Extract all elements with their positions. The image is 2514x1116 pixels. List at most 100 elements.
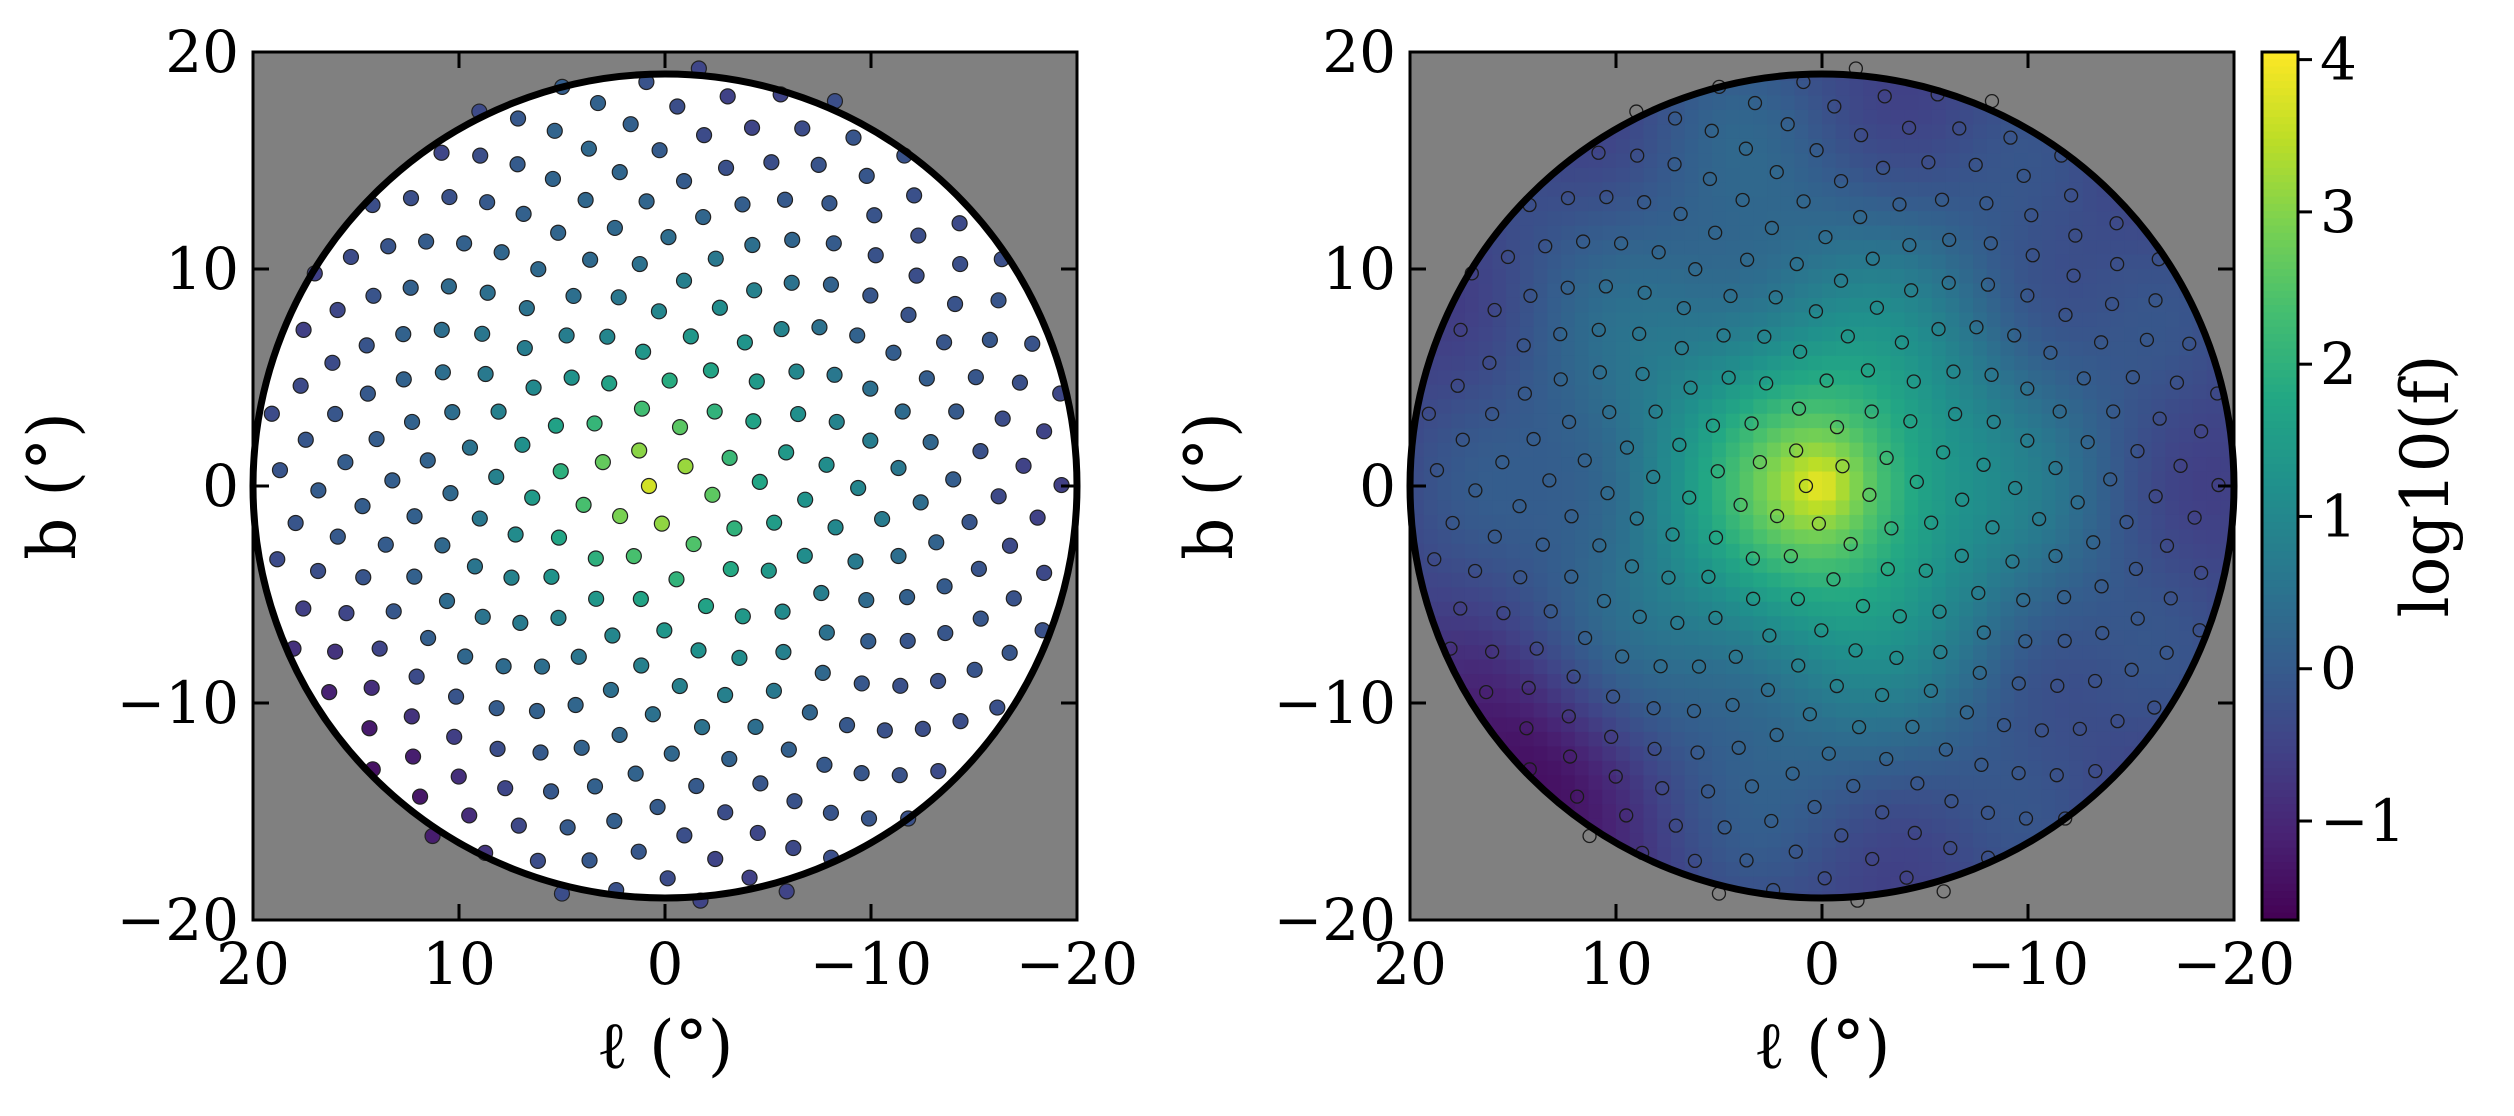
- heatmap-cell: [1780, 138, 1796, 155]
- heatmap-cell: [1574, 746, 1590, 762]
- overlay-point: [1744, 779, 1760, 794]
- heatmap-cell: [1629, 442, 1645, 458]
- y-tick-label: 10: [165, 235, 239, 303]
- data-point: [442, 485, 459, 502]
- data-point: [604, 627, 621, 644]
- heatmap-cell: [1602, 703, 1617, 719]
- heatmap-cell: [1835, 789, 1851, 806]
- heatmap-cell: [2082, 659, 2098, 675]
- heatmap-cell: [1451, 341, 1466, 357]
- heatmap-cell: [1629, 153, 1645, 169]
- heatmap-cell: [2096, 529, 2112, 545]
- heatmap-cell: [2096, 746, 2112, 762]
- data-point: [752, 775, 769, 792]
- heatmap-cell: [1808, 399, 1823, 415]
- heatmap-cell: [2206, 543, 2222, 560]
- data-point: [434, 537, 451, 554]
- heatmap-cell: [1945, 211, 1961, 227]
- heatmap-cell: [2206, 514, 2222, 531]
- heatmap-cell: [1904, 529, 1919, 545]
- heatmap-cell: [2192, 601, 2208, 617]
- heatmap-cell: [1437, 529, 1452, 545]
- heatmap-cell: [1794, 283, 1810, 299]
- data-point: [509, 110, 527, 127]
- heatmap-cell: [1643, 572, 1658, 589]
- heatmap-cell: [1616, 717, 1631, 733]
- data-point: [763, 154, 780, 171]
- heatmap-cell: [1602, 717, 1617, 733]
- colorbar-segment: [2262, 514, 2298, 523]
- overlay-point: [1796, 194, 1811, 209]
- heatmap-cell: [2082, 760, 2098, 777]
- overlay-point: [1959, 705, 1975, 720]
- heatmap-cell: [1863, 500, 1878, 516]
- heatmap-cell: [1629, 196, 1645, 212]
- heatmap-cell: [1794, 645, 1810, 661]
- colorbar-gradient: [2262, 52, 2298, 921]
- overlay-point: [1875, 160, 1891, 175]
- data-point: [438, 592, 456, 610]
- overlay-point: [1521, 680, 1536, 695]
- heatmap-cell: [1822, 138, 1837, 155]
- heatmap-cell: [1780, 399, 1796, 415]
- heatmap-cell: [1918, 847, 1933, 863]
- heatmap-cell: [1863, 384, 1878, 400]
- heatmap-cell: [1725, 500, 1741, 516]
- heatmap-cell: [1643, 370, 1658, 386]
- colorbar-segment: [2262, 659, 2298, 668]
- heatmap-cell: [1890, 543, 1906, 560]
- heatmap-cell: [1602, 370, 1617, 386]
- heatmap-cell: [1780, 95, 1796, 111]
- heatmap-cell: [1616, 240, 1631, 256]
- heatmap-cell: [1876, 442, 1892, 458]
- heatmap-cell: [1931, 572, 1947, 589]
- heatmap-cell: [1643, 341, 1658, 357]
- overlay-point: [1974, 757, 1989, 772]
- heatmap-cell: [1780, 124, 1796, 140]
- heatmap-cell: [1547, 399, 1562, 415]
- heatmap-cell: [1945, 428, 1961, 444]
- heatmap-cell: [1533, 731, 1549, 748]
- colorbar-segment: [2262, 196, 2298, 205]
- heatmap-cell: [1849, 428, 1864, 444]
- heatmap-cell: [1684, 674, 1700, 690]
- heatmap-cell: [1753, 196, 1768, 212]
- heatmap-cell: [2151, 283, 2167, 299]
- heatmap-cell: [1643, 500, 1658, 516]
- data-point: [928, 534, 945, 551]
- heatmap-cell: [2151, 399, 2167, 415]
- colorbar-segment: [2262, 218, 2298, 227]
- heatmap-cell: [1890, 630, 1906, 646]
- heatmap-cell: [1684, 196, 1700, 212]
- heatmap-cell: [1835, 500, 1851, 516]
- heatmap-cell: [1629, 124, 1645, 140]
- heatmap-cell: [1533, 572, 1549, 589]
- heatmap-cell: [1684, 601, 1700, 617]
- heatmap-cell: [1973, 471, 1988, 487]
- heatmap-cell: [2137, 269, 2153, 285]
- data-point: [433, 321, 450, 338]
- heatmap-cell: [1602, 760, 1617, 777]
- data-point: [532, 744, 549, 761]
- heatmap-cell: [1849, 558, 1864, 574]
- heatmap-cell: [1849, 413, 1864, 429]
- heatmap-cell: [1712, 630, 1727, 646]
- x-tick-label: −10: [810, 930, 932, 998]
- heatmap-cell: [2110, 746, 2125, 762]
- heatmap-cell: [1753, 370, 1768, 386]
- heatmap-cell: [1767, 254, 1782, 270]
- heatmap-cell: [1849, 95, 1864, 111]
- heatmap-cell: [1753, 572, 1768, 589]
- heatmap-cell: [1464, 587, 1480, 603]
- heatmap-cell: [1533, 225, 1549, 241]
- heatmap-cell: [2000, 399, 2016, 415]
- data-point: [891, 767, 908, 784]
- heatmap-cell: [1863, 182, 1878, 198]
- heatmap-cell: [1629, 211, 1645, 227]
- tick-marks: [1408, 50, 2236, 922]
- heatmap-cell: [1698, 717, 1713, 733]
- colorbar-segment: [2262, 391, 2298, 400]
- heatmap-cell: [1423, 384, 1439, 400]
- heatmap-cell: [1437, 399, 1452, 415]
- heatmap-cell: [1931, 731, 1947, 748]
